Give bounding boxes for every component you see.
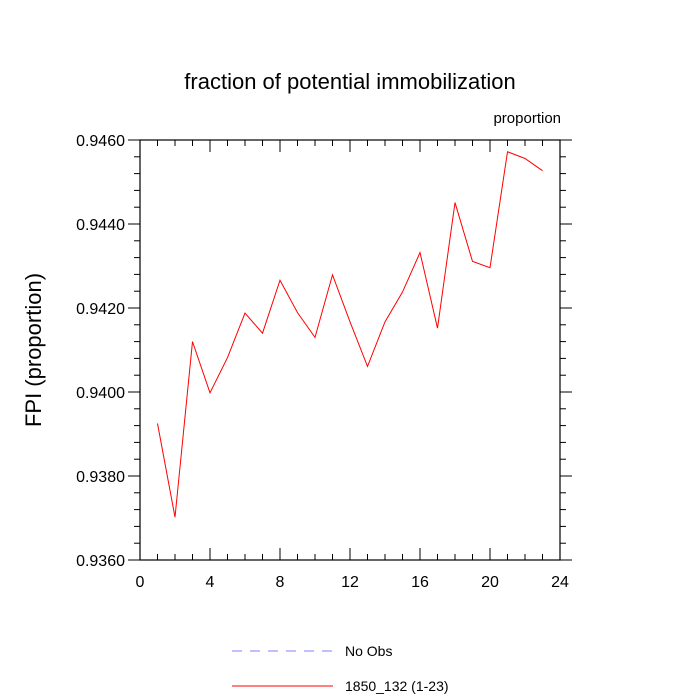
x-tick-label: 20 xyxy=(481,574,499,591)
plot-lines xyxy=(157,151,543,518)
legend-label: No Obs xyxy=(345,643,392,659)
y-tick-label: 0.9460 xyxy=(76,133,125,150)
legend: No Obs 1850_132 (1-23) xyxy=(232,643,449,694)
y-tick-label: 0.9360 xyxy=(76,553,125,570)
series-line-1 xyxy=(157,151,543,518)
y-tick-label: 0.9420 xyxy=(76,301,125,318)
y-tick-label: 0.9380 xyxy=(76,469,125,486)
chart-subtitle: proportion xyxy=(493,110,561,127)
tick-labels: 0 4 8 12 16 20 24 0.9360 0.9380 0.9400 0.9420 0.944… xyxy=(76,133,569,591)
chart-title: fraction of potential immobilization xyxy=(184,69,515,94)
x-tick-label: 0 xyxy=(136,574,145,591)
x-tick-label: 24 xyxy=(551,574,569,591)
y-tick-label: 0.9400 xyxy=(76,385,125,402)
y-axis-label: FPI (proportion) xyxy=(21,273,46,427)
x-tick-label: 16 xyxy=(411,574,429,591)
axis-ticks xyxy=(128,139,572,561)
plot-frame xyxy=(139,139,561,561)
x-tick-label: 8 xyxy=(276,574,285,591)
x-tick-label: 4 xyxy=(206,574,215,591)
legend-label: 1850_132 (1-23) xyxy=(345,678,449,694)
y-tick-label: 0.9440 xyxy=(76,217,125,234)
x-tick-label: 12 xyxy=(341,574,359,591)
